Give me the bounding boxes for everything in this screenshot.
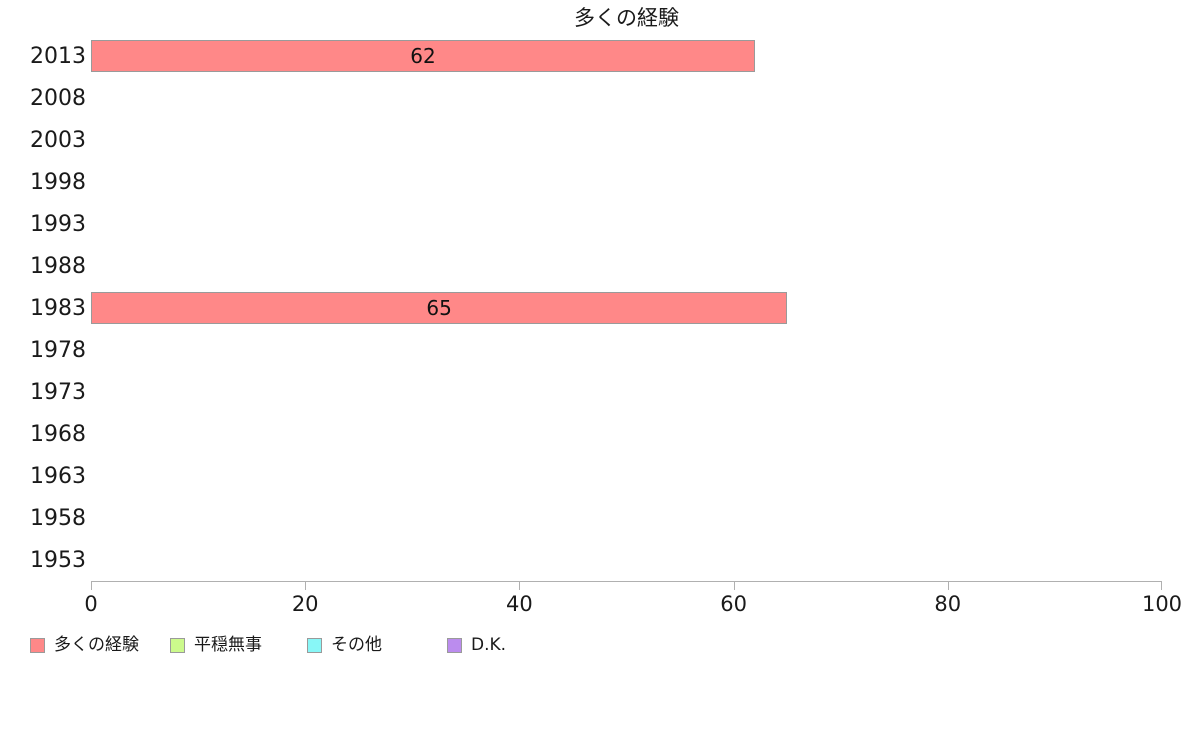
plot-area: 62 65 bbox=[91, 36, 1162, 582]
legend-swatch-icon bbox=[447, 637, 462, 653]
bar-row bbox=[91, 456, 1162, 498]
bar-row bbox=[91, 78, 1162, 120]
x-axis-tick bbox=[947, 581, 949, 590]
y-axis-tick-label: 1993 bbox=[30, 212, 86, 237]
legend-label: 多くの経験 bbox=[54, 635, 139, 655]
y-axis-tick-label: 1983 bbox=[30, 296, 86, 321]
x-axis-tick bbox=[1161, 581, 1162, 590]
y-axis-tick-label: 2008 bbox=[30, 86, 86, 111]
x-axis-tick-label: 80 bbox=[934, 592, 962, 616]
chart-title: 多くの経験 bbox=[574, 6, 679, 30]
x-axis-tick-label: 100 bbox=[1141, 592, 1183, 616]
legend-label: 平穏無事 bbox=[194, 635, 262, 655]
bar-row: 65 bbox=[91, 288, 1162, 330]
y-axis-tick-labels: 2013 2008 2003 1998 1993 1988 1983 1978 1973 1968… bbox=[0, 36, 86, 582]
y-axis-tick-label: 1968 bbox=[30, 422, 86, 447]
y-axis-tick-label: 1978 bbox=[30, 338, 86, 363]
y-axis-tick-label: 1973 bbox=[30, 380, 86, 405]
bar-row bbox=[91, 414, 1162, 456]
bar-row bbox=[91, 120, 1162, 162]
x-axis-tick bbox=[519, 581, 521, 590]
legend-label: その他 bbox=[331, 635, 382, 655]
x-axis-tick-label: 60 bbox=[720, 592, 747, 616]
x-axis-tick bbox=[305, 581, 307, 590]
bar bbox=[91, 292, 788, 324]
x-axis-tick bbox=[733, 581, 735, 590]
legend-swatch-icon bbox=[170, 637, 185, 653]
bar-row bbox=[91, 162, 1162, 204]
y-axis-tick-label: 1953 bbox=[30, 548, 86, 573]
bar-row bbox=[91, 330, 1162, 372]
y-axis-tick-label: 1958 bbox=[30, 506, 86, 531]
legend-item[interactable]: D.K. bbox=[447, 630, 506, 660]
bar bbox=[91, 40, 756, 72]
bar-row bbox=[91, 540, 1162, 582]
legend-item[interactable]: 多くの経験 bbox=[30, 630, 139, 660]
y-axis-tick-label: 2003 bbox=[30, 128, 86, 153]
bar-row bbox=[91, 246, 1162, 288]
bar-row bbox=[91, 372, 1162, 414]
x-axis-tick bbox=[91, 581, 92, 590]
y-axis-tick-label: 1963 bbox=[30, 464, 86, 489]
legend-swatch-icon bbox=[30, 637, 45, 653]
x-axis-tick-label: 40 bbox=[506, 592, 533, 616]
bar-row bbox=[91, 204, 1162, 246]
legend-item[interactable]: 平穏無事 bbox=[170, 630, 262, 660]
x-axis: 0 20 40 60 80 100 bbox=[84, 581, 1182, 616]
legend-label: D.K. bbox=[471, 635, 507, 655]
y-axis-tick-label: 1988 bbox=[30, 254, 86, 279]
x-axis-tick-label: 20 bbox=[291, 592, 319, 616]
x-axis-tick-label: 0 bbox=[84, 592, 98, 616]
bar-row: 62 bbox=[91, 36, 1162, 78]
legend-item[interactable]: その他 bbox=[307, 630, 382, 660]
y-axis-tick-label: 2013 bbox=[30, 44, 86, 69]
y-axis-tick-label: 1998 bbox=[30, 170, 86, 195]
legend-swatch-icon bbox=[307, 637, 322, 653]
bar-row bbox=[91, 498, 1162, 540]
